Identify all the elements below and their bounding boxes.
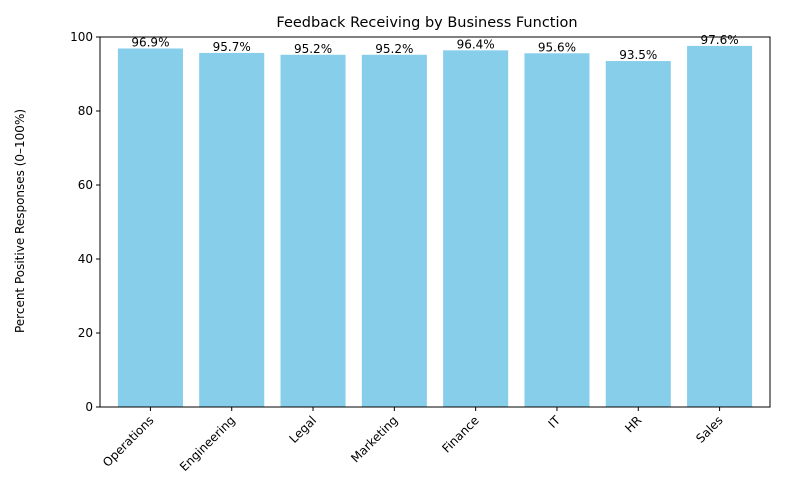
y-tick-label: 20 [78, 326, 93, 340]
y-tick-label: 0 [85, 400, 93, 414]
bar-operations [117, 48, 183, 407]
bar-value-label: 93.5% [619, 48, 657, 62]
x-tick-label: Engineering [177, 413, 238, 474]
x-tick-label: Marketing [348, 413, 400, 465]
bar-hr [605, 61, 671, 408]
x-axis-ticks: Operations Engineering Legal Marketing Finan… [100, 407, 726, 474]
bar-finance [443, 50, 509, 407]
bar-sales [687, 45, 753, 407]
bar-value-label: 96.4% [457, 37, 495, 51]
x-tick-label: Finance [439, 413, 481, 455]
bars [117, 45, 753, 408]
plot-area-frame [99, 36, 771, 408]
y-axis-label: Percent Positive Responses (0–100%) [13, 109, 27, 333]
y-axis-ticks: 0 20 40 60 80 100 [70, 30, 100, 414]
bar-legal [280, 54, 346, 407]
bar-value-label: 95.7% [213, 40, 251, 54]
bar-it [524, 53, 590, 407]
bar-value-label: 95.2% [375, 42, 413, 56]
bar-value-label: 95.6% [538, 40, 576, 54]
y-tick-label: 100 [70, 30, 93, 44]
y-tick-label: 80 [78, 104, 93, 118]
bar-value-label: 95.2% [294, 42, 332, 56]
bar-value-label: 97.6% [701, 33, 739, 47]
chart-title: Feedback Receiving by Business Function [276, 15, 577, 31]
bar-value-labels: 96.9% 95.7% 95.2% 95.2% 96.4% 95.6% 93.5% 97.6% [131, 33, 738, 62]
x-tick-label: Legal [287, 413, 320, 446]
bar-engineering [199, 52, 265, 407]
x-tick-label: Sales [693, 413, 725, 445]
x-tick-label: HR [622, 413, 644, 435]
x-tick-label: Operations [100, 413, 157, 470]
bar-marketing [361, 54, 427, 407]
y-tick-label: 40 [78, 252, 93, 266]
y-tick-label: 60 [78, 178, 93, 192]
x-tick-label: IT [545, 413, 563, 431]
bar-value-label: 96.9% [131, 35, 169, 49]
